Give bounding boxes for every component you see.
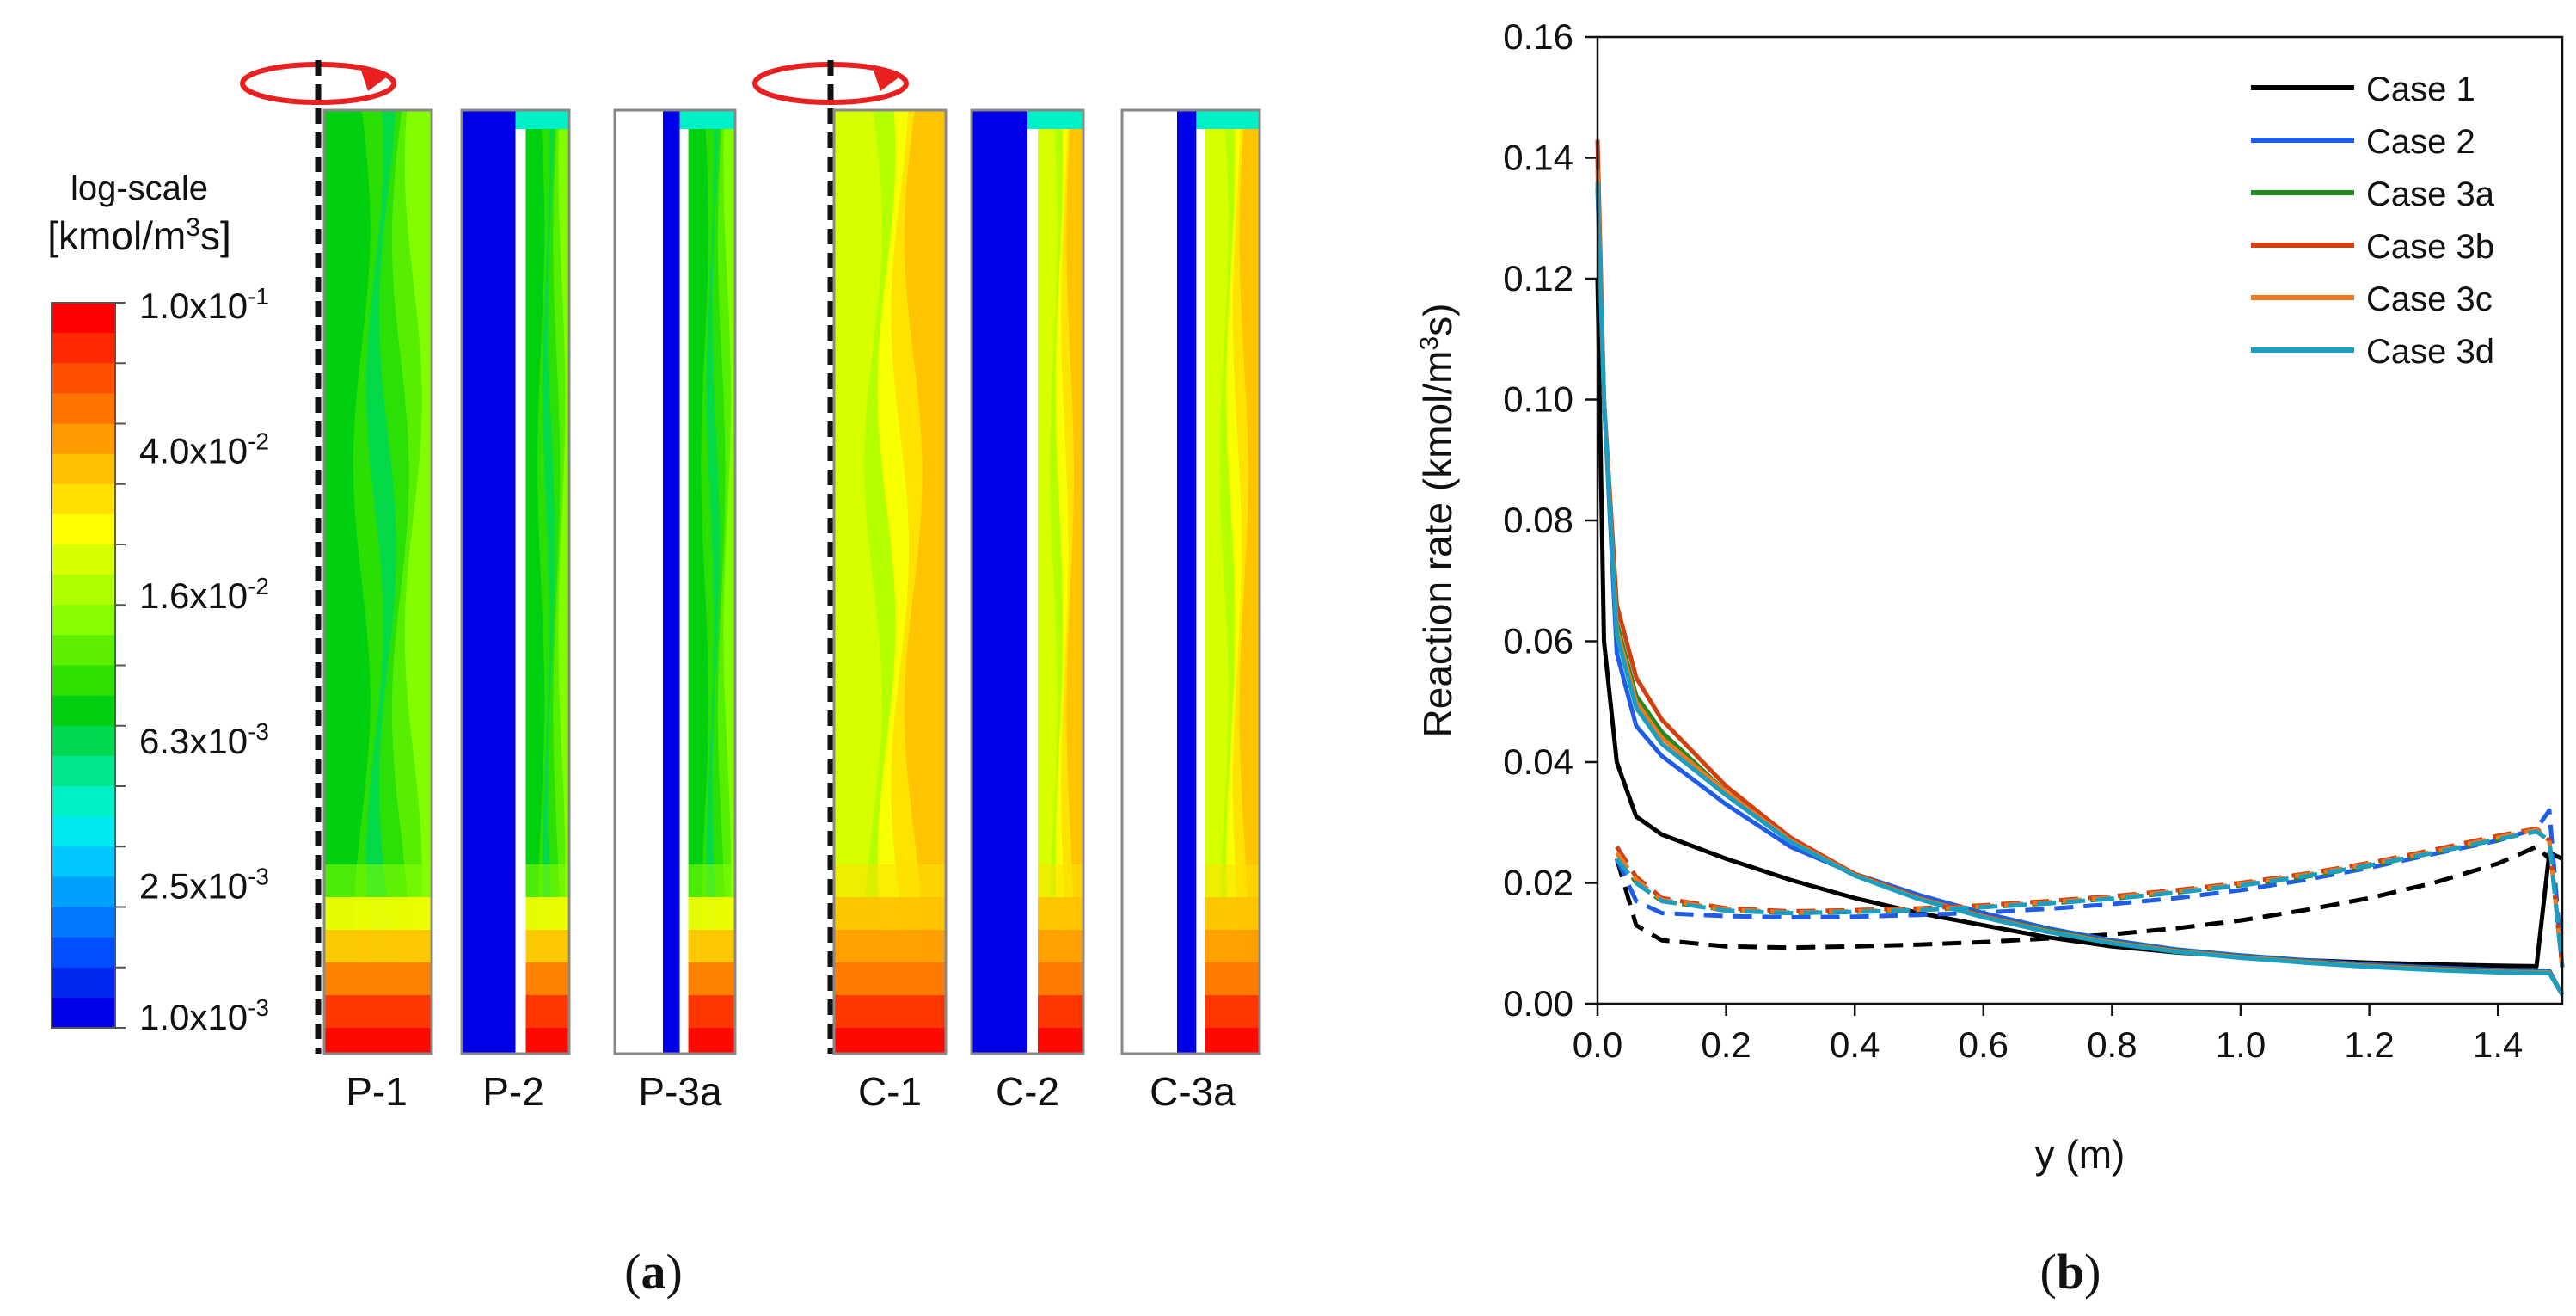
y-tick-label: 0.16 [1503, 16, 1573, 57]
chart-tick-labels: 0.0 0.2 0.4 0.6 0.8 1.0 1.2 1.4 0.00 0.02 0.04 0.06… [1503, 16, 2523, 1065]
contour-label-c2: C-2 [996, 1069, 1059, 1114]
series-line [1595, 139, 2565, 996]
colorbar-band [52, 997, 115, 1029]
panel-b-line-chart: 0.0 0.2 0.4 0.6 0.8 1.0 1.2 1.4 0.00 0.02 0.04 0.06… [1415, 16, 2565, 1300]
colorbar-band [52, 967, 115, 999]
colorbar-band [52, 876, 115, 908]
x-tick-label: 0.6 [1959, 1024, 2009, 1065]
contour-label-p3a: P-3a [638, 1069, 722, 1114]
legend-label: Case 3d [2366, 333, 2494, 371]
colorbar-band [52, 755, 115, 787]
y-tick-label: 0.02 [1503, 863, 1573, 903]
legend-label: Case 3c [2366, 280, 2493, 318]
contour-label-c1: C-1 [858, 1069, 922, 1114]
y-tick-label: 0.08 [1503, 500, 1573, 540]
colorbar-band [52, 333, 115, 364]
y-tick-label: 0.06 [1503, 621, 1573, 661]
y-tick-label: 0.12 [1503, 258, 1573, 298]
colorbar-band [52, 695, 115, 727]
colorbar-band [52, 665, 115, 697]
y-tick-label: 0.00 [1503, 983, 1573, 1024]
colorbar-label: 6.3x10-3 [139, 718, 269, 761]
x-tick-label: 1.0 [2216, 1024, 2266, 1065]
series-line [1614, 844, 2551, 950]
contour-label-p1: P-1 [346, 1069, 408, 1114]
rotation-arrow-icon [240, 60, 396, 1054]
caption-a: (a) [624, 1244, 683, 1300]
x-tick-label: 0.0 [1573, 1024, 1622, 1065]
colorbar-ticks [115, 302, 126, 1029]
colorbar-band [52, 483, 115, 515]
x-axis-label: y (m) [2035, 1132, 2125, 1177]
legend-label: Case 1 [2366, 71, 2475, 108]
colorbar-label: 4.0x10-2 [139, 428, 269, 471]
legend-label: Case 3a [2366, 175, 2495, 213]
y-axis-label: Reaction rate (kmol/m3s) [1415, 304, 1460, 738]
colorbar-band [52, 423, 115, 455]
colorbar-band [52, 544, 115, 575]
chart-series [1595, 139, 2565, 996]
colorbar-title-line1: log-scale [71, 169, 208, 207]
colorbar [52, 303, 115, 1029]
x-tick-label: 0.2 [1701, 1024, 1751, 1065]
colorbar-band [52, 575, 115, 606]
contour-panel-p2 [460, 108, 571, 1055]
x-tick-label: 0.4 [1830, 1024, 1880, 1065]
panel-a-contour-plots: log-scale [kmol/m3s] 1.0x10-1 4.0x10-2 1.6… [47, 60, 1261, 1300]
colorbar-band [52, 393, 115, 425]
caption-b: (b) [2040, 1244, 2101, 1300]
colorbar-band [52, 453, 115, 485]
series-line [1595, 181, 2565, 996]
colorbar-band [52, 605, 115, 636]
colorbar-label: 2.5x10-3 [139, 863, 269, 906]
chart-ticks [1585, 35, 2499, 1016]
x-tick-label: 1.2 [2344, 1024, 2394, 1065]
chart-legend: Case 1 Case 2 Case 3a Case 3b Case 3c Case 3d [2251, 71, 2495, 371]
y-tick-label: 0.14 [1503, 138, 1573, 178]
colorbar-labels: 1.0x10-1 4.0x10-2 1.6x10-2 6.3x10-3 2.5x10-3… [139, 283, 269, 1037]
colorbar-band [52, 846, 115, 877]
legend-label: Case 3b [2366, 228, 2494, 266]
contour-panel-c1 [832, 108, 948, 1055]
rotation-arrow-icon [752, 60, 909, 1054]
colorbar-band [52, 725, 115, 757]
colorbar-band [52, 363, 115, 394]
y-tick-label: 0.10 [1503, 379, 1573, 420]
series-line [1615, 829, 2565, 969]
plot-frame [1596, 35, 2564, 1005]
colorbar-band [52, 937, 115, 969]
colorbar-label: 1.6x10-2 [139, 573, 269, 616]
contour-panel-c3a [1120, 108, 1261, 1055]
contour-panel-p3a [613, 108, 737, 1055]
colorbar-band [52, 303, 115, 334]
contour-label-c3a: C-3a [1150, 1069, 1236, 1114]
y-tick-label: 0.04 [1503, 741, 1573, 782]
colorbar-band [52, 635, 115, 667]
x-tick-label: 0.8 [2087, 1024, 2137, 1065]
legend-label: Case 2 [2366, 123, 2475, 161]
series-line [1615, 826, 2565, 969]
contour-panel-p1 [322, 108, 433, 1055]
series-line [1595, 278, 2564, 969]
x-tick-label: 1.4 [2473, 1024, 2523, 1065]
colorbar-band [52, 786, 115, 817]
colorbar-title-line2: [kmol/m3s] [47, 213, 230, 258]
colorbar-label: 1.0x10-1 [139, 283, 269, 326]
colorbar-band [52, 816, 115, 847]
colorbar-band [52, 513, 115, 545]
contour-panel-c2 [970, 108, 1085, 1055]
colorbar-band [52, 907, 115, 938]
contour-label-p2: P-2 [482, 1069, 544, 1114]
colorbar-label: 1.0x10-3 [139, 994, 269, 1037]
